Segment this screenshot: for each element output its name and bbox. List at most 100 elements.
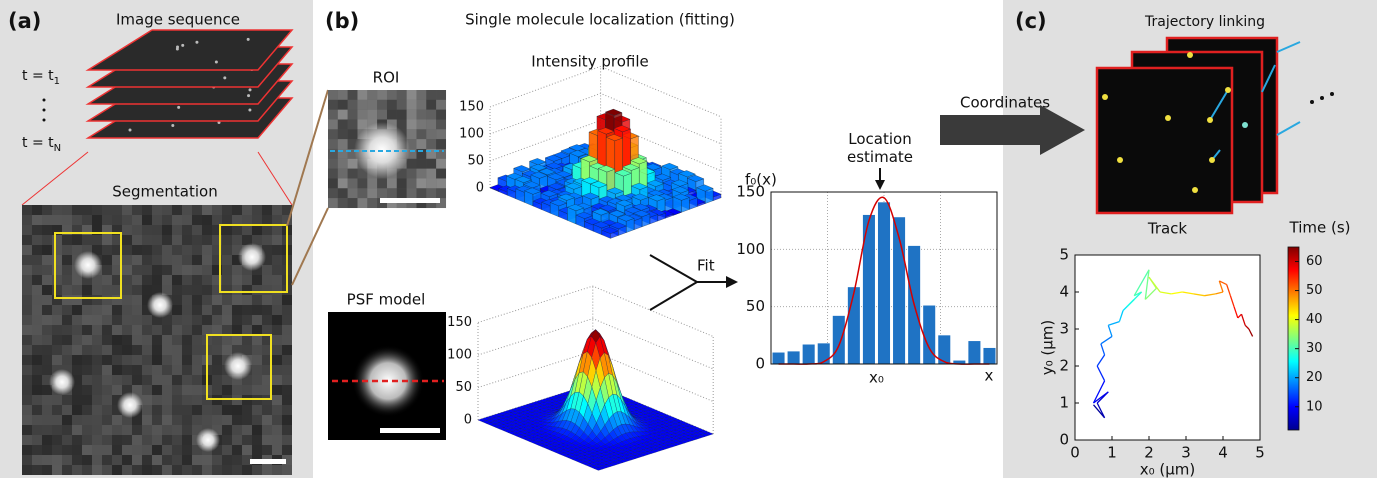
noise-pixel	[82, 305, 92, 315]
noise-pixel	[152, 275, 162, 285]
noise-pixel	[62, 315, 72, 325]
noise-pixel	[357, 168, 368, 179]
noise-pixel	[272, 345, 282, 355]
noise-pixel	[272, 235, 282, 245]
bar-3d	[653, 173, 672, 181]
noise-pixel	[242, 435, 252, 445]
noise-pixel	[242, 345, 252, 355]
noise-pixel	[142, 405, 152, 415]
noise-pixel	[272, 425, 282, 435]
noise-pixel	[252, 345, 262, 355]
noise-pixel	[122, 215, 132, 225]
noise-pixel	[22, 445, 32, 455]
noise-pixel	[232, 225, 242, 235]
noise-pixel	[337, 139, 348, 150]
noise-pixel	[92, 335, 102, 345]
track-segment	[1229, 295, 1235, 308]
noise-pixel	[182, 375, 192, 385]
scale-bar	[380, 198, 440, 203]
noise-pixel	[22, 375, 32, 385]
bar	[847, 287, 860, 364]
noise-pixel	[72, 205, 82, 215]
bar-3d	[514, 176, 533, 183]
noise-pixel	[232, 405, 242, 415]
noise-pixel	[62, 245, 72, 255]
noise-pixel	[337, 168, 348, 179]
roi-box	[219, 224, 288, 293]
noise-pixel	[406, 178, 417, 189]
noise-pixel	[262, 325, 272, 335]
noise-pixel	[92, 225, 102, 235]
noise-pixel	[396, 178, 407, 189]
noise-pixel	[262, 335, 272, 345]
noise-pixel	[282, 205, 292, 215]
arrow-line	[649, 281, 698, 311]
noise-pixel	[172, 455, 182, 465]
noise-pixel	[337, 158, 348, 169]
noise-pixel	[112, 455, 122, 465]
noise-pixel	[272, 465, 282, 475]
bar-3d	[671, 179, 689, 187]
noise-pixel	[242, 285, 252, 295]
noise-pixel	[102, 235, 112, 245]
x-tick-label: 1	[1107, 444, 1117, 462]
bar-3d	[569, 150, 587, 157]
noise-pixel	[396, 90, 407, 100]
bar-3d	[546, 173, 565, 181]
noise-pixel	[152, 375, 162, 385]
noise-pixel	[92, 465, 102, 475]
noise-pixel	[406, 119, 417, 130]
noise-pixel	[112, 255, 122, 265]
noise-pixel	[192, 295, 202, 305]
noise-pixel	[72, 425, 82, 435]
noise-pixel	[357, 188, 368, 199]
panel-label: (b)	[325, 9, 359, 33]
noise-pixel	[282, 375, 292, 385]
plot-area	[1074, 254, 1261, 441]
noise-pixel	[52, 245, 62, 255]
panel-label: (a)	[8, 9, 41, 33]
spot	[1207, 117, 1213, 123]
noise-pixel	[252, 305, 262, 315]
noise-pixel	[328, 188, 338, 199]
bar-3d	[544, 154, 563, 162]
noise-pixel	[62, 445, 72, 455]
noise-pixel	[82, 465, 92, 475]
noise-pixel	[337, 119, 348, 130]
noise-pixel	[172, 315, 182, 325]
colorbar-tick-label: 10	[1306, 399, 1323, 414]
noise-pixel	[22, 335, 32, 345]
noise-pixel	[122, 435, 132, 445]
noise-pixel	[32, 435, 42, 445]
noise-pixel	[102, 305, 112, 315]
noise-pixel	[252, 355, 262, 365]
track-segment	[1226, 284, 1232, 296]
grid-line	[477, 318, 714, 370]
noise-pixel	[436, 158, 447, 169]
noise-pixel	[62, 425, 72, 435]
bar-3d	[538, 168, 556, 176]
noise-pixel	[122, 285, 132, 295]
noise-pixel	[142, 275, 152, 285]
stack-spot	[128, 128, 132, 132]
noise-pixel	[426, 148, 437, 159]
track-segment	[1133, 291, 1142, 297]
noise-pixel	[272, 315, 282, 325]
noise-pixel	[72, 365, 82, 375]
noise-pixel	[92, 405, 102, 415]
noise-pixel	[222, 215, 232, 225]
noise-pixel	[122, 235, 132, 245]
bar-3d	[557, 193, 576, 201]
noise-pixel	[232, 285, 242, 295]
noise-pixel	[102, 275, 112, 285]
noise-pixel	[22, 245, 32, 255]
noise-pixel	[337, 90, 348, 100]
noise-pixel	[32, 265, 42, 275]
segmentation-title: Segmentation	[112, 183, 217, 201]
noise-pixel	[416, 119, 427, 130]
noise-pixel	[386, 188, 397, 199]
noise-pixel	[82, 335, 92, 345]
noise-pixel	[162, 255, 172, 265]
noise-pixel	[152, 405, 162, 415]
noise-pixel	[202, 405, 212, 415]
